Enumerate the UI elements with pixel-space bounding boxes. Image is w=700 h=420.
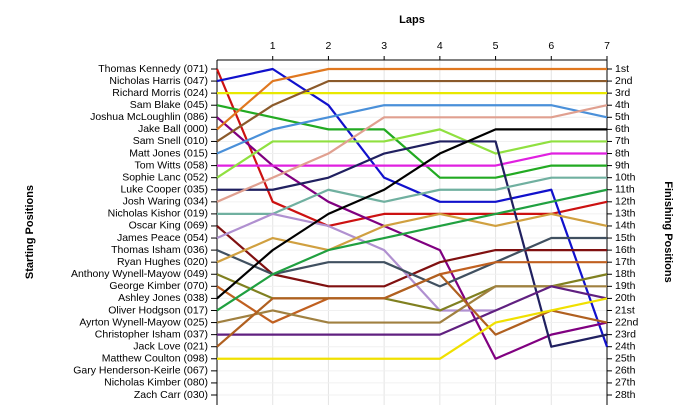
y-tick-label: Nicholas Kishor (019) (108, 208, 208, 220)
series-line (216, 261, 607, 324)
y2-tick-label: 1st (615, 63, 629, 75)
series-line (216, 67, 609, 348)
y-tick-label: Ashley Jones (038) (118, 292, 208, 304)
series-line (216, 67, 607, 131)
chart-title: Laps (399, 14, 425, 26)
y2-tick-label: 8th (615, 147, 630, 159)
y-tick-label: Josh Waring (034) (123, 196, 208, 208)
y2-tick-label: 22nd (615, 316, 639, 328)
y2-tick-label: 11th (615, 184, 635, 196)
series-line (216, 273, 608, 348)
y2-tick-label: 14th (615, 220, 636, 232)
x-tick-label: 7 (604, 40, 610, 52)
y-tick-label: Zach Carr (030) (134, 389, 208, 401)
x-tick-label: 5 (493, 40, 499, 52)
series-line (216, 212, 608, 264)
y-tick-label: Sophie Lanc (052) (122, 171, 208, 183)
y2-tick-label: 16th (615, 244, 636, 256)
y2-tick-label: 5th (615, 111, 630, 123)
y2-tick-label: 6th (615, 123, 630, 135)
x-tick-label: 4 (437, 40, 443, 52)
x-tick-label: 2 (326, 40, 332, 52)
y-tick-label: Joshua McLoughlin (086) (90, 111, 208, 123)
series-line (216, 188, 608, 312)
y-tick-label: Ryan Hughes (020) (117, 256, 208, 268)
y2-tick-label: 3rd (615, 87, 630, 99)
y2-tick-label: 4th (615, 99, 630, 111)
y-tick-label: Oliver Hodgson (017) (108, 304, 208, 316)
y-tick-label: Richard Morris (024) (112, 87, 208, 99)
y2-tick-label: 20th (615, 292, 636, 304)
series-line (216, 225, 607, 288)
series-line (216, 104, 608, 155)
y2-tick-label: 27th (615, 377, 636, 389)
y-tick-label: Thomas Isham (036) (111, 244, 208, 256)
y2-tick-label: 21st (615, 304, 635, 316)
y-tick-label: George Kimber (070) (109, 280, 208, 292)
series-line (217, 152, 607, 167)
y-tick-label: Thomas Kennedy (071) (98, 63, 208, 75)
y-tick-label: Anthony Wynell-Mayow (049) (71, 268, 208, 280)
y2-tick-label: 23rd (615, 328, 636, 340)
y2-tick-label: 19th (615, 280, 636, 292)
x-tick-label: 6 (548, 40, 554, 52)
y-tick-label: Gary Henderson-Keirle (067) (73, 365, 208, 377)
y-axis-label: Starting Positions (24, 185, 36, 279)
x-tick-label: 1 (270, 40, 276, 52)
series-line (215, 68, 608, 228)
series-line (216, 79, 607, 143)
y-tick-label: Jack Love (021) (133, 340, 208, 352)
y-tick-label: Jake Ball (000) (138, 123, 208, 135)
y-tick-label: James Peace (054) (117, 232, 208, 244)
y-tick-label: Sam Blake (045) (130, 99, 208, 111)
y-tick-label: Christopher Isham (037) (95, 328, 208, 340)
y2-tick-label: 9th (615, 159, 630, 171)
x-tick-label: 3 (381, 40, 387, 52)
y2-tick-label: 18th (615, 268, 636, 280)
y2-tick-label: 7th (615, 135, 630, 147)
y-tick-label: Nicholas Kimber (080) (104, 377, 208, 389)
y2-tick-label: 13th (615, 208, 636, 220)
y-tick-label: Oscar King (069) (129, 220, 208, 232)
y2-tick-label: 24th (615, 340, 636, 352)
y-tick-label: Nicholas Harris (047) (109, 75, 208, 87)
y2-tick-label: 28th (615, 389, 636, 401)
series-line (216, 104, 607, 179)
y-tick-label: Luke Cooper (035) (120, 184, 208, 196)
series-line (216, 128, 607, 179)
series-line (216, 128, 607, 300)
series-line (216, 104, 608, 203)
y2-tick-label: 26th (615, 365, 636, 377)
series-line (217, 297, 608, 360)
series-line (216, 116, 608, 360)
y-tick-label: Ayrton Wynell-Mayow (025) (79, 316, 208, 328)
y2-axis-label: Finishing Positions (662, 181, 674, 282)
y2-tick-label: 15th (615, 232, 636, 244)
y-tick-label: Tom Witts (058) (134, 159, 208, 171)
series-line (216, 236, 607, 288)
y-tick-label: Matthew Coulton (098) (102, 353, 208, 365)
y-tick-label: Matt Jones (015) (129, 147, 208, 159)
y-tick-label: Sam Snell (010) (133, 135, 208, 147)
y2-tick-label: 17th (615, 256, 636, 268)
series-line (217, 285, 608, 336)
y2-tick-label: 10th (615, 171, 636, 183)
series-line (216, 285, 607, 324)
y2-tick-label: 12th (615, 196, 636, 208)
series-line (217, 176, 607, 215)
y2-tick-label: 25th (615, 353, 636, 365)
y2-tick-label: 2nd (615, 75, 633, 87)
